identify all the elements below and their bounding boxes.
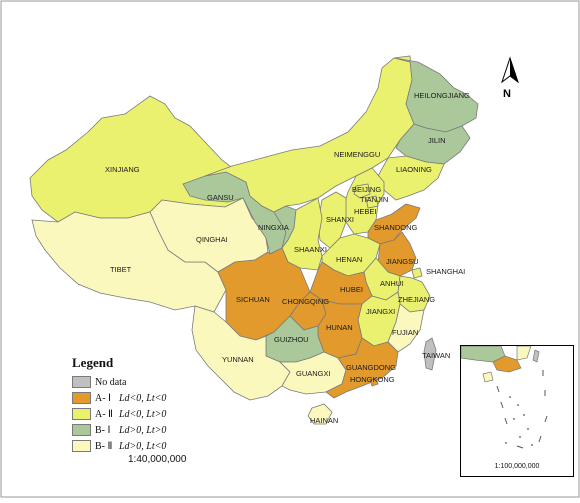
legend-code: A- Ⅰ (95, 392, 112, 404)
north-arrow (501, 56, 519, 84)
label-jiangsu: JIANGSU (386, 257, 419, 266)
legend-code: B- Ⅰ (95, 424, 111, 436)
legend-desc: Ld>0, Lt<0 (119, 440, 167, 452)
inset-map: 1:100,000,000 (460, 345, 574, 477)
legend-swatch (72, 408, 91, 420)
inset-taiwan (532, 349, 540, 363)
legend-item: B- Ⅰ Ld>0, Lt>0 (72, 423, 166, 437)
legend-title: Legend (72, 355, 114, 370)
label-chongqing: CHONGQING (282, 297, 329, 306)
scale-inset: 1:100,000,000 (494, 463, 540, 470)
province-xinjiang[interactable] (29, 95, 247, 223)
label-henan: HENAN (336, 255, 362, 264)
label-shanxi: SHANXI (326, 215, 354, 224)
label-beijing: BEIJING (352, 185, 381, 194)
province-jilin[interactable] (395, 123, 471, 165)
north-label: N (503, 88, 511, 100)
label-hebei: HEBEI (354, 207, 377, 216)
legend-swatch (72, 376, 91, 388)
legend-desc: Ld>0, Lt>0 (119, 424, 167, 436)
inset-dash-line (496, 370, 548, 449)
inset-fujian (516, 345, 532, 361)
label-guangdong: GUANGDONG (346, 363, 396, 372)
inset-islands (505, 396, 533, 446)
legend-item: A- Ⅰ Ld<0, Lt<0 (72, 391, 166, 405)
label-hubei: HUBEI (340, 285, 363, 294)
label-guizhou: GUIZHOU (274, 335, 309, 344)
label-tianjin: TIANJIN (360, 195, 388, 204)
label-qinghai: QINGHAI (196, 235, 228, 244)
province-beijing[interactable] (353, 183, 371, 199)
label-hunan: HUNAN (326, 323, 353, 332)
label-liaoning: LIAONING (396, 165, 432, 174)
label-guangxi: GUANGXI (296, 369, 331, 378)
legend-code: B- Ⅱ (95, 440, 113, 452)
label-shaanxi: SHAANXI (294, 245, 327, 254)
label-hongkong: HONGKONG (350, 375, 395, 384)
label-xinjiang: XINJIANG (105, 165, 140, 174)
legend-item: A- Ⅱ Ld<0, Lt>0 (72, 407, 166, 421)
legend-code: No data (95, 376, 127, 388)
label-fujian: FUJIAN (392, 328, 418, 337)
province-tianjin[interactable] (365, 195, 379, 209)
province-shanghai[interactable] (411, 267, 423, 279)
legend-code: A- Ⅱ (95, 408, 113, 420)
label-shandong: SHANDONG (374, 223, 418, 232)
province-hongkong[interactable] (369, 377, 379, 387)
inset-map-svg (460, 345, 548, 449)
province-shandong[interactable] (367, 203, 421, 245)
legend-swatch (72, 392, 91, 404)
label-hainan: HAINAN (310, 416, 338, 425)
scale-main: 1:40,000,000 (128, 454, 187, 465)
label-shanghai: SHANGHAI (426, 267, 465, 276)
legend-desc: Ld<0, Lt<0 (119, 392, 167, 404)
legend-swatch (72, 440, 91, 452)
label-yunnan: YUNNAN (222, 355, 254, 364)
label-gansu: GANSU (207, 193, 234, 202)
inset-guangdong (492, 355, 522, 373)
label-tibet: TIBET (110, 265, 132, 274)
label-jilin: JILIN (428, 136, 446, 145)
inset-hainan (482, 371, 494, 383)
label-heilongjiang: HEILONGJIANG (414, 91, 470, 100)
legend-desc: Ld<0, Lt>0 (119, 408, 167, 420)
label-jiangxi: JIANGXI (366, 307, 395, 316)
legend-item: B- Ⅱ Ld>0, Lt<0 (72, 439, 166, 453)
legend-item: No data (72, 375, 126, 389)
province-taiwan[interactable] (423, 337, 437, 371)
province-shaanxi[interactable] (281, 197, 323, 271)
label-taiwan: TAIWAN (422, 351, 450, 360)
label-zhejiang: ZHEJIANG (398, 295, 435, 304)
label-sichuan: SICHUAN (236, 295, 270, 304)
label-neimenggu: NEIMENGGU (334, 150, 380, 159)
label-ningxia: NINGXIA (258, 223, 289, 232)
province-guangdong[interactable] (325, 337, 399, 399)
province-hainan[interactable] (307, 403, 333, 425)
legend-swatch (72, 424, 91, 436)
label-anhui: ANHUI (380, 279, 403, 288)
province-liaoning[interactable] (377, 155, 445, 201)
